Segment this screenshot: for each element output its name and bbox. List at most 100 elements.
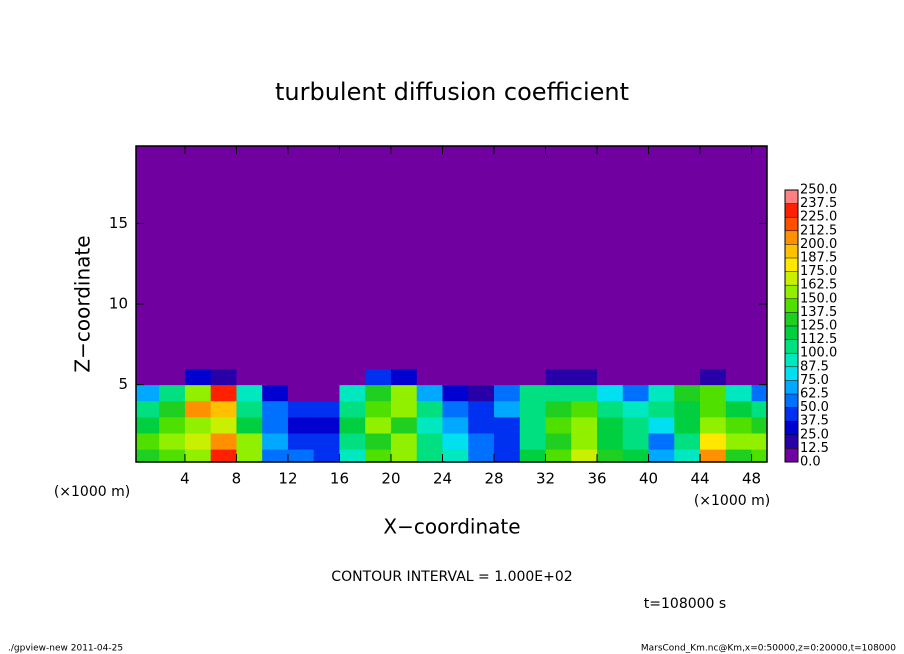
- colorbar-label: 37.5: [800, 414, 829, 429]
- x-tick-label: 8: [232, 470, 242, 488]
- cell: [725, 416, 753, 434]
- cell: [236, 384, 263, 402]
- x-unit-label: (×1000 m): [694, 493, 770, 509]
- x-axis-label: X−coordinate: [383, 515, 520, 539]
- cell: [622, 416, 650, 434]
- cell: [674, 449, 701, 463]
- cell: [159, 400, 186, 418]
- cell: [700, 384, 727, 402]
- cell: [365, 368, 392, 386]
- cell: [493, 449, 521, 463]
- cell: [287, 432, 315, 450]
- cell: [622, 384, 650, 402]
- cell: [442, 368, 469, 386]
- cell: [468, 146, 495, 369]
- cell: [442, 449, 469, 463]
- cell: [159, 384, 186, 402]
- cell: [136, 449, 160, 463]
- colorbar-bin: [785, 190, 798, 204]
- cell: [184, 384, 212, 402]
- cell: [313, 449, 340, 463]
- colorbar-bin: [785, 434, 798, 449]
- cell: [313, 368, 340, 386]
- colorbar-bin: [785, 230, 798, 245]
- colorbar-bin: [785, 339, 798, 354]
- colorbar-bin: [785, 421, 798, 435]
- cell: [622, 146, 650, 369]
- colorbar-label: 200.0: [800, 237, 837, 252]
- time-label: t=108000 s: [644, 596, 726, 612]
- cell: [365, 400, 392, 418]
- cell: [700, 368, 727, 386]
- cell: [648, 146, 675, 369]
- cell: [236, 416, 263, 434]
- colorbar-bin: [785, 312, 798, 326]
- colorbar-bin: [785, 448, 798, 462]
- cell: [136, 384, 160, 402]
- cell: [442, 400, 469, 418]
- colorbar-label: 25.0: [800, 427, 829, 442]
- cell: [493, 400, 521, 418]
- cell: [159, 432, 186, 450]
- footer-right: MarsCond_Km.nc@Km,x=0:50000,z=0:20000,t=…: [641, 644, 896, 654]
- cell: [674, 368, 701, 386]
- cell: [210, 146, 237, 369]
- cell: [442, 146, 469, 369]
- x-tick-label: 40: [639, 470, 658, 488]
- cell: [597, 432, 624, 450]
- colorbar-bin: [785, 285, 798, 299]
- cell: [493, 432, 521, 450]
- colorbar-label: 187.5: [800, 251, 837, 266]
- cell: [339, 416, 366, 434]
- cell: [468, 416, 495, 434]
- cell: [545, 449, 572, 463]
- cell: [365, 146, 392, 369]
- cell: [184, 146, 212, 369]
- y-tick-label: 15: [109, 214, 128, 232]
- cell: [751, 416, 768, 434]
- cell: [313, 432, 340, 450]
- cell: [390, 449, 418, 463]
- cell: [184, 449, 212, 463]
- colorbar-bin: [785, 394, 798, 408]
- cell: [571, 384, 598, 402]
- cell: [648, 449, 675, 463]
- cell: [210, 416, 237, 434]
- x-tick-label: 36: [587, 470, 606, 488]
- cell: [725, 449, 753, 463]
- cell: [468, 400, 495, 418]
- x-tick-label: 32: [536, 470, 555, 488]
- colorbar-bin: [785, 298, 798, 313]
- cell: [159, 368, 186, 386]
- cell: [365, 449, 392, 463]
- cell: [339, 146, 366, 369]
- colorbar-bin: [785, 366, 798, 381]
- cell: [390, 146, 418, 369]
- cell: [262, 449, 289, 463]
- cell: [622, 432, 650, 450]
- cell: [159, 146, 186, 369]
- colorbar-label: 237.5: [800, 196, 837, 211]
- cell: [468, 449, 495, 463]
- cell: [210, 432, 237, 450]
- colorbar-label: 87.5: [800, 359, 829, 374]
- cell: [648, 432, 675, 450]
- cell: [416, 146, 443, 369]
- cell: [674, 146, 701, 369]
- cell: [416, 368, 443, 386]
- cell: [468, 384, 495, 402]
- cell: [674, 400, 701, 418]
- cell: [210, 368, 237, 386]
- cell: [519, 400, 547, 418]
- cell: [313, 384, 340, 402]
- cell: [287, 146, 315, 369]
- cell: [442, 432, 469, 450]
- chart-title: turbulent diffusion coefficient: [275, 78, 629, 106]
- cell: [339, 449, 366, 463]
- colorbar-bin: [785, 203, 798, 218]
- cell: [725, 146, 753, 369]
- cell: [725, 400, 753, 418]
- cell: [416, 449, 443, 463]
- cell: [390, 416, 418, 434]
